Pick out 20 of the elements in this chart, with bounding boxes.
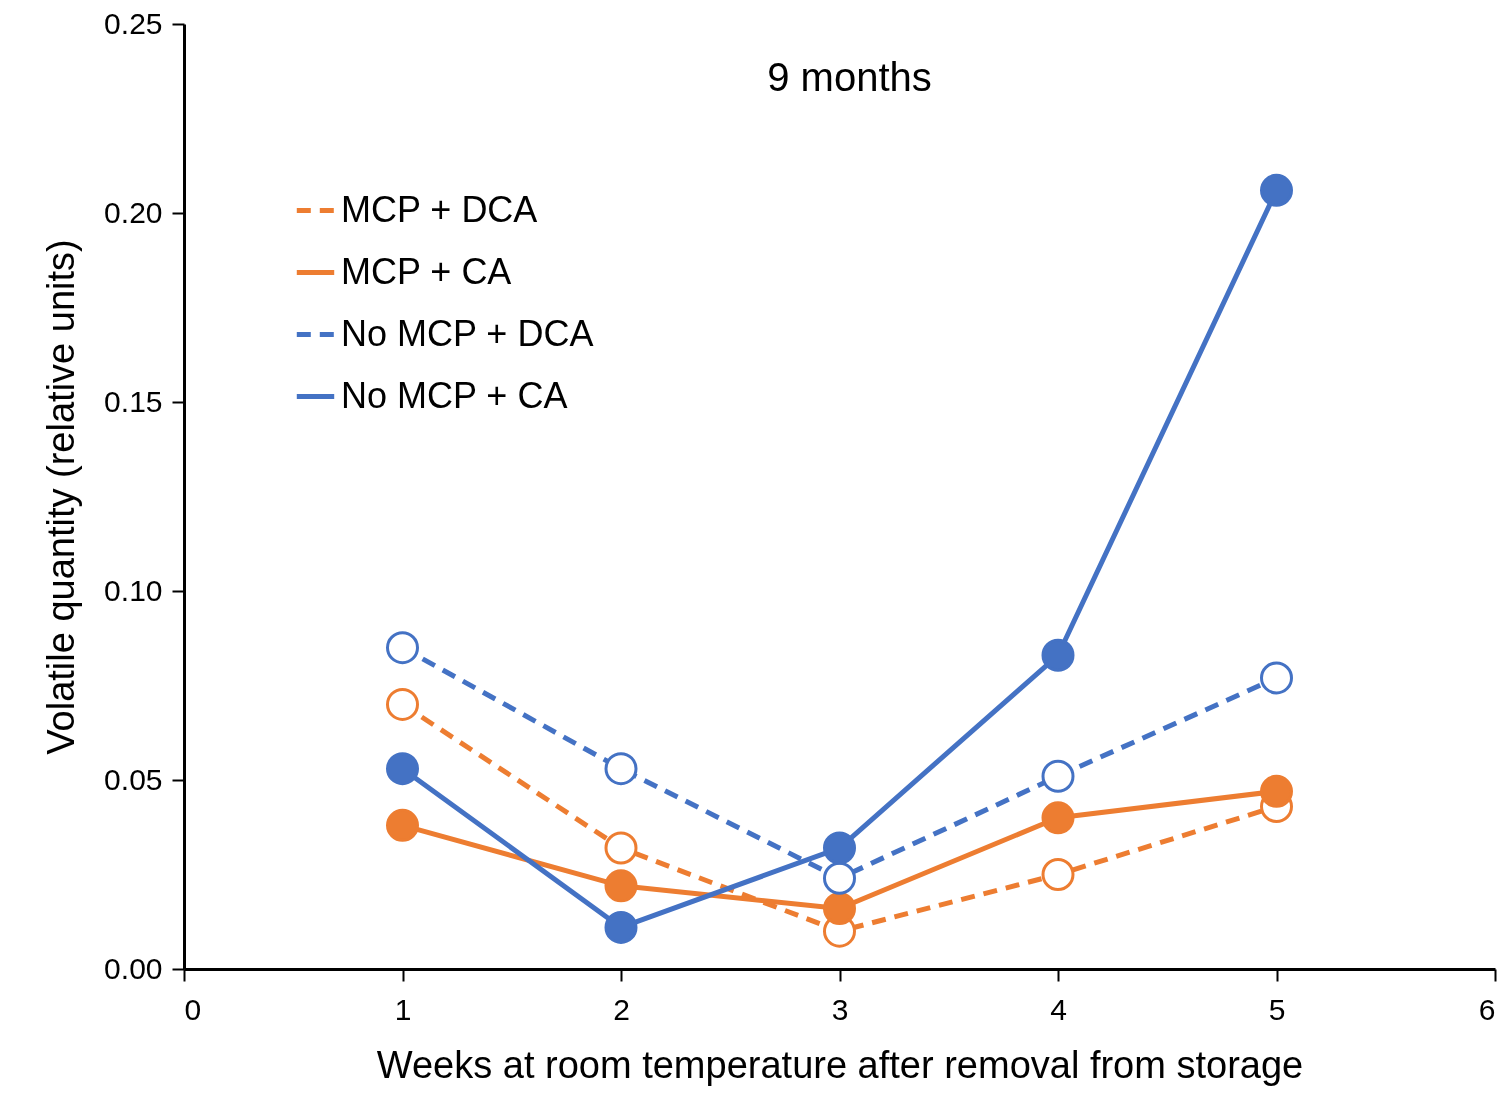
x-tick-label: 3 xyxy=(831,992,849,1026)
x-axis-title: Weeks at room temperature after removal from storage xyxy=(376,1043,1304,1086)
x-tick-label: 0 xyxy=(184,992,202,1026)
y-tick-label: 0.15 xyxy=(104,384,163,418)
text: 9 months xyxy=(767,55,932,99)
y-tick-label: 0.00 xyxy=(104,951,163,985)
x-tick-label: 6 xyxy=(1478,992,1496,1026)
x-tick-label: 1 xyxy=(394,992,412,1026)
y-tick-label: 0.25 xyxy=(104,6,163,40)
y-tick-label: 0.05 xyxy=(104,762,163,796)
legend-label: No MCP + CA xyxy=(341,374,568,416)
x-tick-label: 4 xyxy=(1050,992,1067,1026)
y-tick-label: 0.20 xyxy=(104,195,163,229)
legend-label: MCP + DCA xyxy=(341,188,538,230)
legend-label: MCP + CA xyxy=(341,250,512,292)
y-axis-title: Volatile quantity (relative units) xyxy=(40,239,83,755)
x-tick-label: 2 xyxy=(613,992,630,1026)
y-tick-label: 0.10 xyxy=(104,573,163,607)
legend-label: No MCP + DCA xyxy=(341,312,594,354)
x-tick-label: 5 xyxy=(1268,992,1286,1026)
